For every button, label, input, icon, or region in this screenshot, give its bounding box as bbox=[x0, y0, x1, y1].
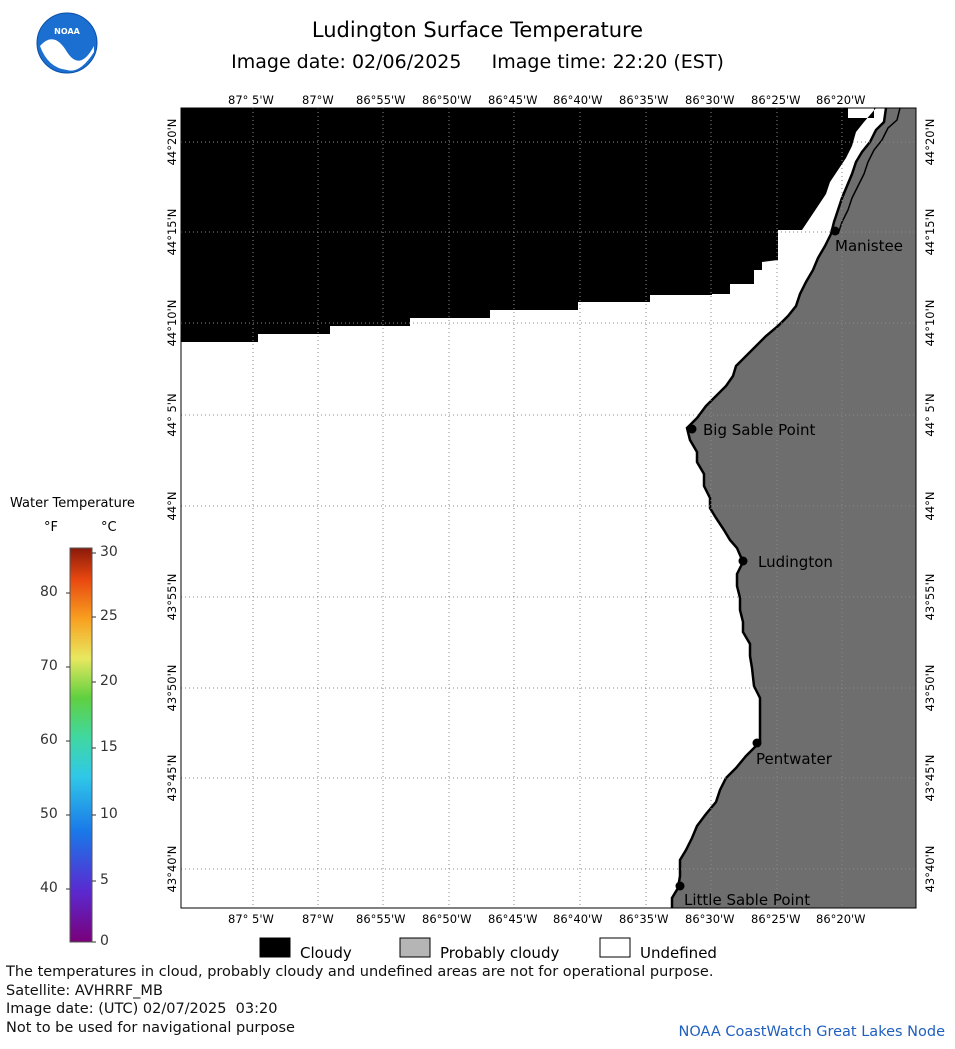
celsius-tick: 15 bbox=[100, 739, 118, 755]
logo-text: NOAA bbox=[54, 27, 80, 36]
navigation-warning: Not to be used for navigational purpose bbox=[6, 1019, 295, 1036]
lat-tick-right: 44°N bbox=[923, 491, 937, 521]
celsius-tick: 25 bbox=[100, 608, 118, 624]
coastline-inner bbox=[837, 107, 901, 235]
utc-image-date: Image date: (UTC) 02/07/2025 03:20 bbox=[6, 1001, 278, 1017]
place-label-big-sable-point: Big Sable Point bbox=[703, 421, 816, 439]
lon-tick-bottom: 86°25'W bbox=[751, 912, 801, 926]
satellite-info: Satellite: AVHRRF_MB bbox=[6, 982, 163, 999]
temperature-colorbar bbox=[69, 547, 93, 943]
place-label-pentwater: Pentwater bbox=[756, 750, 832, 768]
lon-tick-bottom: 86°45'W bbox=[488, 912, 538, 926]
lat-tick-left: 43°50'N bbox=[165, 664, 179, 712]
celsius-tick: 5 bbox=[100, 872, 109, 888]
lat-tick-right: 43°50'N bbox=[923, 664, 937, 712]
lat-tick-right: 43°55'N bbox=[923, 573, 937, 621]
fahrenheit-tick: 40 bbox=[40, 880, 58, 896]
colorbar-ticks bbox=[66, 552, 96, 943]
lon-tick-top: 86°55'W bbox=[356, 93, 406, 107]
marker-little-sable-point bbox=[675, 881, 685, 891]
key-box-cloudy bbox=[259, 937, 291, 958]
lon-tick-top: 86°25'W bbox=[751, 93, 801, 107]
graticule bbox=[181, 108, 916, 908]
lat-tick-right: 44°20'N bbox=[923, 118, 937, 166]
lat-tick-left: 43°55'N bbox=[165, 573, 179, 621]
lon-tick-top: 86°30'W bbox=[685, 93, 735, 107]
marker-pentwater bbox=[752, 738, 762, 748]
celsius-tick: 0 bbox=[100, 933, 109, 949]
operational-note: The temperatures in cloud, probably clou… bbox=[6, 964, 714, 980]
lat-tick-left: 44°10'N bbox=[165, 299, 179, 347]
celsius-tick: 20 bbox=[100, 673, 118, 689]
lat-tick-right: 43°40'N bbox=[923, 845, 937, 893]
celsius-tick: 10 bbox=[100, 806, 118, 822]
lat-tick-right: 44°10'N bbox=[923, 299, 937, 347]
fahrenheit-tick: 60 bbox=[40, 732, 58, 748]
lon-tick-bottom: 86°50'W bbox=[422, 912, 472, 926]
key-box-probably-cloudy bbox=[399, 937, 431, 958]
lat-tick-left: 44°15'N bbox=[165, 208, 179, 256]
key-box-undefined bbox=[599, 937, 631, 958]
lon-tick-bottom: 86°40'W bbox=[553, 912, 603, 926]
key-label-probably-cloudy: Probably cloudy bbox=[440, 944, 560, 962]
lon-tick-top: 86°40'W bbox=[553, 93, 603, 107]
legend-unit-c: °C bbox=[101, 520, 117, 535]
marker-big-sable-point bbox=[687, 424, 697, 434]
lon-tick-bottom: 86°30'W bbox=[685, 912, 735, 926]
lat-tick-right: 43°45'N bbox=[923, 754, 937, 802]
lon-tick-bottom: 86°20'W bbox=[816, 912, 866, 926]
noaa-logo: NOAA bbox=[36, 12, 98, 74]
key-label-undefined: Undefined bbox=[640, 944, 717, 962]
lat-tick-left: 43°45'N bbox=[165, 754, 179, 802]
lon-tick-bottom: 86°35'W bbox=[619, 912, 669, 926]
lat-tick-left: 43°40'N bbox=[165, 845, 179, 893]
lon-tick-top: 87° 5'W bbox=[228, 93, 274, 107]
lat-tick-left: 44°20'N bbox=[165, 118, 179, 166]
marker-manistee bbox=[830, 226, 840, 236]
fahrenheit-tick: 50 bbox=[40, 806, 58, 822]
celsius-tick: 30 bbox=[100, 544, 118, 560]
marker-ludington bbox=[738, 556, 748, 566]
lon-tick-top: 86°35'W bbox=[619, 93, 669, 107]
coastline bbox=[670, 107, 888, 908]
lat-tick-right: 44°15'N bbox=[923, 208, 937, 256]
lon-tick-bottom: 86°55'W bbox=[356, 912, 406, 926]
lon-tick-top: 86°50'W bbox=[422, 93, 472, 107]
footer-notes: The temperatures in cloud, probably clou… bbox=[6, 963, 713, 1037]
place-label-ludington: Ludington bbox=[758, 553, 833, 571]
lon-tick-top: 86°45'W bbox=[488, 93, 538, 107]
lon-tick-top: 87°W bbox=[302, 93, 334, 107]
map-title: Ludington Surface Temperature bbox=[311, 18, 644, 42]
place-label-little-sable-point: Little Sable Point bbox=[684, 891, 811, 909]
place-label-manistee: Manistee bbox=[835, 237, 903, 255]
fahrenheit-tick: 80 bbox=[40, 584, 58, 600]
image-date-time: Image date: 02/06/2025 Image time: 22:20… bbox=[231, 51, 724, 73]
lon-tick-top: 86°20'W bbox=[816, 93, 866, 107]
lon-tick-bottom: 87° 5'W bbox=[228, 912, 274, 926]
key-label-cloudy: Cloudy bbox=[300, 944, 352, 962]
lat-tick-right: 44° 5'N bbox=[923, 393, 937, 437]
cloud-cover bbox=[181, 108, 876, 342]
lon-tick-bottom: 87°W bbox=[302, 912, 334, 926]
legend-unit-f: °F bbox=[44, 520, 58, 535]
legend-title: Water Temperature bbox=[10, 496, 135, 511]
land-probably-cloudy bbox=[672, 108, 916, 908]
lat-tick-left: 44° 5'N bbox=[165, 393, 179, 437]
coastwatch-node-link[interactable]: NOAA CoastWatch Great Lakes Node bbox=[678, 1024, 945, 1040]
fahrenheit-tick: 70 bbox=[40, 658, 58, 674]
lat-tick-left: 44°N bbox=[165, 491, 179, 521]
